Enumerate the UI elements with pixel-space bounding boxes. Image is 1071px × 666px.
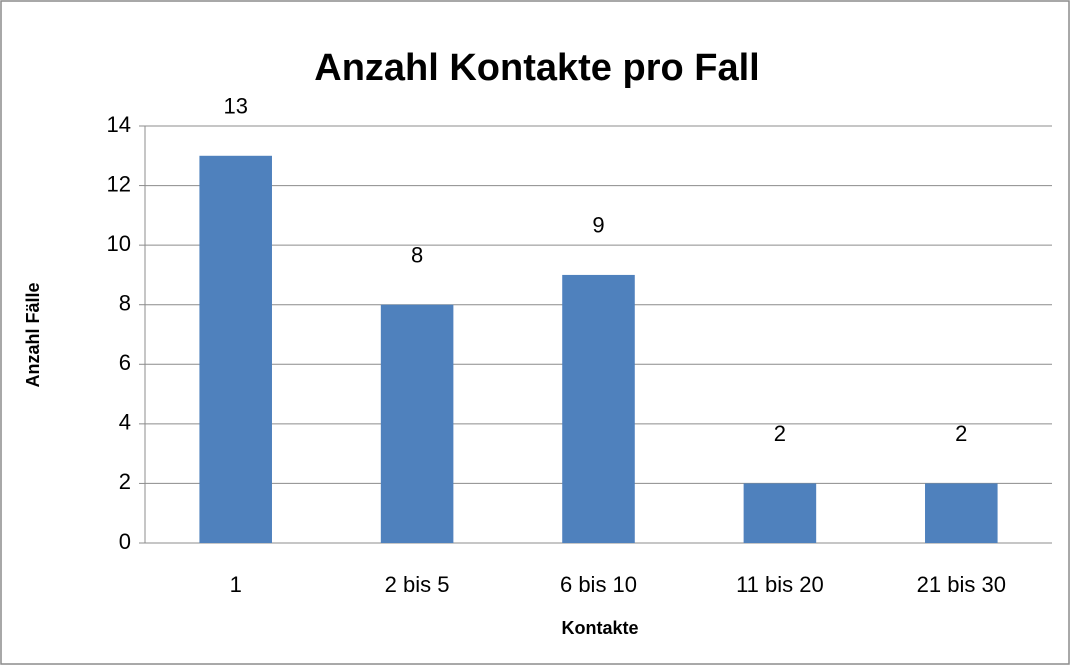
- bar: [380, 304, 454, 543]
- x-tick-label: 1: [230, 572, 242, 597]
- x-tick-label: 11 bis 20: [736, 572, 824, 597]
- y-tick-label: 12: [107, 171, 131, 196]
- data-label: 13: [223, 94, 247, 119]
- x-tick-label: 21 bis 30: [917, 572, 1006, 597]
- bar: [925, 483, 998, 543]
- data-label: 8: [411, 243, 423, 268]
- y-tick-label: 8: [119, 291, 131, 316]
- y-tick-label: 6: [119, 350, 131, 375]
- y-tick-label: 0: [119, 529, 131, 554]
- y-tick-label: 10: [107, 231, 131, 256]
- bar: [199, 155, 272, 544]
- bar: [562, 274, 635, 543]
- bar: [743, 483, 817, 543]
- y-axis-label: Anzahl Fälle: [23, 282, 43, 387]
- chart-title: Anzahl Kontakte pro Fall: [314, 47, 759, 89]
- y-tick-label: 2: [119, 469, 131, 494]
- data-label: 9: [592, 213, 604, 238]
- y-tick-label: 14: [107, 112, 131, 137]
- x-axis-label: Kontakte: [561, 618, 638, 638]
- data-label: 2: [774, 421, 786, 446]
- y-tick-label: 4: [119, 410, 131, 435]
- x-tick-label: 2 bis 5: [385, 572, 450, 597]
- x-tick-label: 6 bis 10: [560, 572, 637, 597]
- data-label: 2: [955, 421, 967, 446]
